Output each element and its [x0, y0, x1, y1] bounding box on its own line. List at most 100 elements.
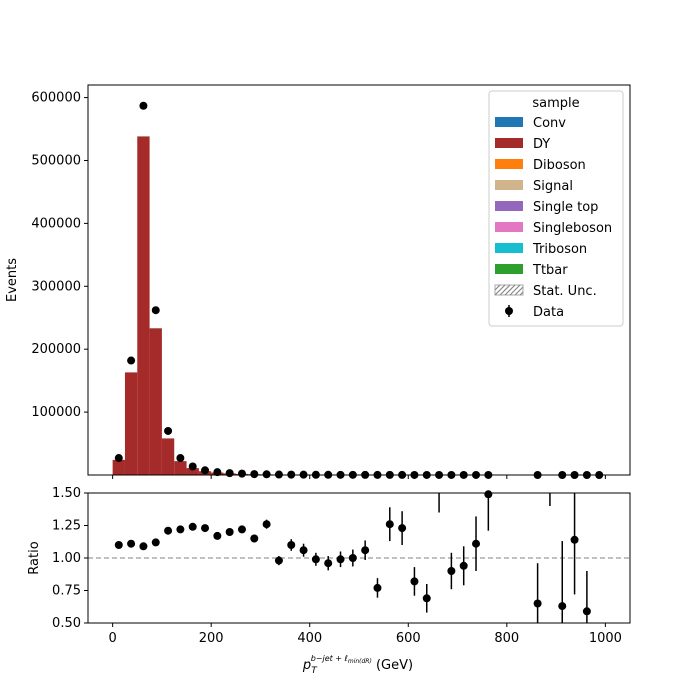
- x-axis-label: pTb−jet + ℓmin(dR) (GeV): [302, 654, 413, 676]
- data-point: [127, 356, 136, 365]
- ratio-point: [533, 599, 542, 608]
- legend-label: Singleboson: [533, 221, 612, 236]
- ratio-point: [484, 490, 493, 499]
- ratio-points: [114, 490, 591, 623]
- data-point: [250, 470, 259, 479]
- legend-label: DY: [533, 137, 550, 152]
- legend-swatch: [495, 159, 523, 169]
- data-point: [213, 468, 222, 477]
- legend: sample Conv DY Diboson Signal Single top Sing…: [488, 90, 624, 327]
- ratio-point: [410, 577, 419, 586]
- x-axis-label-main: p: [302, 658, 311, 673]
- bar-dy-4: [161, 438, 175, 475]
- ratio-point: [237, 525, 246, 534]
- data-point: [262, 470, 271, 479]
- ratio-point: [250, 534, 259, 543]
- bar-dy-5: [174, 461, 187, 475]
- x-tick-label: 400: [297, 631, 322, 646]
- legend-label: Ttbar: [532, 263, 568, 278]
- ratio-x-ticks: 0 200 400 600 800 1000: [108, 623, 622, 646]
- bar-dy-0: [112, 459, 125, 475]
- legend-hatch-line: [514, 286, 524, 296]
- ratio-point: [398, 524, 407, 533]
- main-panel: 100000 200000 300000 400000 500000 600000 Eve…: [5, 84, 631, 479]
- x-axis-label-sup2: min(dR): [348, 658, 372, 665]
- bar-dy-1: [124, 372, 138, 475]
- legend-swatch: [495, 180, 523, 190]
- data-point: [225, 469, 234, 478]
- data-point: [237, 469, 246, 478]
- main-y-ticks: 100000 200000 300000 400000 500000 600000: [31, 91, 88, 420]
- data-point: [139, 101, 148, 110]
- data-point: [201, 466, 210, 475]
- ratio-y-tick-label: 0.75: [52, 584, 81, 599]
- ratio-point: [164, 526, 173, 535]
- legend-label: Signal: [533, 179, 573, 194]
- x-tick-label: 0: [108, 631, 116, 646]
- ratio-point: [459, 561, 468, 570]
- legend-swatch: [495, 117, 523, 127]
- legend-swatch: [495, 138, 523, 148]
- x-axis-label-sub: T: [311, 666, 318, 676]
- ratio-point: [373, 583, 382, 592]
- bar-dy-2: [137, 136, 150, 476]
- ratio-point: [114, 541, 123, 549]
- legend-hatch-line: [494, 284, 501, 291]
- ratio-point: [447, 567, 456, 575]
- x-tick-label: 1000: [589, 631, 622, 646]
- main-x-ticks: [112, 475, 606, 479]
- ratio-point: [274, 556, 283, 565]
- bar-dy-6: [186, 468, 199, 475]
- ratio-y-tick-label: 1.25: [52, 519, 81, 534]
- main-axes-frame: [87, 84, 631, 476]
- y-tick-label: 200000: [31, 342, 81, 357]
- y-tick-label: 500000: [31, 153, 81, 168]
- ratio-point: [262, 520, 271, 529]
- main-y-axis-label: Events: [5, 258, 20, 302]
- data-point: [164, 426, 173, 435]
- legend-label: Triboson: [532, 242, 587, 257]
- x-tick-label: 600: [396, 631, 421, 646]
- legend-title: sample: [532, 96, 579, 111]
- ratio-point: [361, 546, 370, 555]
- data-point: [151, 306, 160, 315]
- y-tick-label: 600000: [31, 91, 81, 106]
- ratio-point: [225, 528, 234, 536]
- ratio-point: [324, 559, 333, 568]
- y-tick-label: 100000: [31, 405, 81, 420]
- ratio-point: [336, 555, 345, 564]
- ratio-y-tick-label: 0.50: [52, 616, 81, 631]
- ratio-point: [570, 535, 579, 544]
- legend-hatch-line: [504, 284, 516, 296]
- ratio-point: [188, 522, 197, 531]
- ratio-point: [422, 594, 431, 603]
- ratio-y-axis-label: Ratio: [27, 541, 42, 574]
- legend-hatch-line: [499, 284, 511, 296]
- legend-swatch: [495, 264, 523, 274]
- legend-label: Conv: [533, 116, 566, 131]
- ratio-point: [299, 546, 308, 555]
- legend-label: Single top: [533, 200, 598, 215]
- y-tick-label: 400000: [31, 216, 81, 231]
- ratio-point: [582, 607, 591, 616]
- legend-swatch: [495, 201, 523, 211]
- ratio-point: [385, 520, 394, 529]
- x-axis-label-sup: b−jet + ℓ: [311, 654, 348, 663]
- ratio-point: [151, 538, 160, 547]
- legend-label: Diboson: [533, 158, 586, 173]
- ratio-y-ticks: 0.50 0.75 1.00 1.25 1.50: [52, 486, 88, 631]
- x-tick-label: 200: [199, 631, 224, 646]
- ratio-point: [472, 539, 481, 548]
- bar-dy-3: [149, 328, 162, 475]
- ratio-point: [176, 525, 185, 534]
- x-axis-label-unit: (GeV): [372, 658, 413, 673]
- legend-hatch-line: [509, 284, 521, 296]
- ratio-point: [201, 524, 210, 533]
- ratio-point: [287, 541, 296, 549]
- ratio-point: [348, 554, 357, 562]
- data-point: [114, 454, 123, 463]
- legend-marker: [505, 307, 513, 315]
- legend-swatch: [495, 243, 523, 253]
- legend-label: Stat. Unc.: [533, 284, 597, 299]
